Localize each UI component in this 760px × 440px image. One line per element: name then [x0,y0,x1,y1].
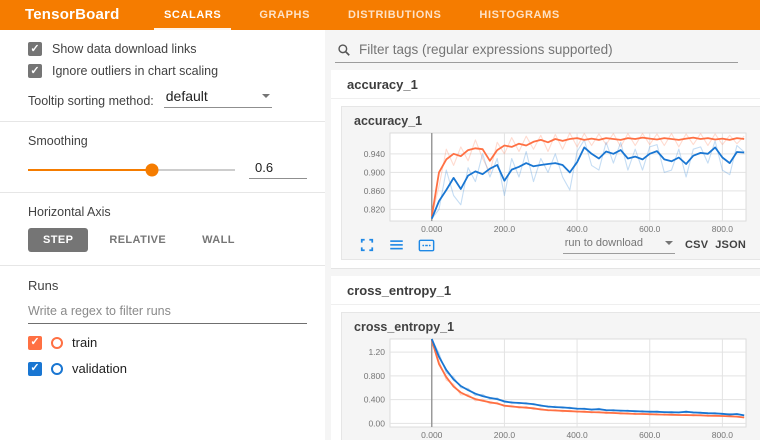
search-icon [338,43,350,56]
svg-text:400.0: 400.0 [566,430,588,440]
svg-text:0.820: 0.820 [364,204,386,214]
runs-label: Runs [28,278,59,293]
slider-fill [28,168,153,171]
svg-text:0.00: 0.00 [368,418,385,428]
expand-chart-icon[interactable] [358,238,375,253]
run-checkbox-icon[interactable]: ✓ [28,361,42,376]
run-checkbox-icon[interactable]: ✓ [28,335,42,350]
divider [0,121,325,122]
svg-text:0.000: 0.000 [421,224,443,234]
run-name: train [72,335,98,350]
runs-filter-input[interactable] [28,301,307,324]
chevron-down-icon [261,94,270,98]
main-tabs: SCALARS GRAPHS DISTRIBUTIONS HISTOGRAMS [153,0,564,30]
scalar-chart-cross-entropy[interactable]: 0.00 0.400 0.800 1.20 0.000 200.0 400.0 600.0 80… [352,336,752,440]
checkbox-label: Ignore outliers in chart scaling [52,64,219,78]
chevron-down-icon [665,241,674,245]
svg-text:1.20: 1.20 [368,347,385,357]
svg-text:200.0: 200.0 [494,430,516,440]
chart-card-cross-entropy: cross_entropy_1 0.00 0.400 0.800 1.20 0.000 2… [341,312,760,440]
chart-footer: run to download CSV JSON [352,236,756,254]
svg-text:0.940: 0.940 [364,149,386,159]
svg-text:800.0: 800.0 [712,224,734,234]
svg-text:400.0: 400.0 [566,224,588,234]
run-row-validation[interactable]: ✓ validation [28,361,307,376]
scalar-chart-accuracy[interactable]: 0.820 0.860 0.900 0.940 0.000 200.0 400.0 600.0… [352,130,752,234]
section-header-accuracy[interactable]: accuracy_1 [331,70,760,99]
svg-text:0.400: 0.400 [364,395,386,405]
tab-graphs[interactable]: GRAPHS [259,9,311,21]
section-pane-accuracy: accuracy_1 accuracy_1 0.820 0.860 0.900 0.9… [331,70,760,269]
axis-step-button[interactable]: STEP [28,228,89,252]
svg-text:800.0: 800.0 [712,430,734,440]
checkbox-checked-icon[interactable]: ✓ [28,42,42,56]
smoothing-slider[interactable] [28,163,235,176]
smoothing-label: Smoothing [28,134,88,148]
svg-text:0.900: 0.900 [364,167,386,177]
slider-knob[interactable] [145,163,159,176]
svg-text:600.0: 600.0 [639,430,661,440]
tab-histograms[interactable]: HISTOGRAMS [479,9,560,21]
chart-title: cross_entropy_1 [354,320,455,334]
tag-filter-row [335,40,738,63]
ignore-outliers-checkbox[interactable]: ✓ Ignore outliers in chart scaling [28,64,307,78]
checkbox-checked-icon[interactable]: ✓ [28,64,42,78]
run-isolator-icon[interactable] [51,336,63,349]
csv-download-link[interactable]: CSV [685,239,709,251]
svg-text:0.000: 0.000 [421,430,443,440]
svg-text:600.0: 600.0 [639,224,661,234]
fit-domain-icon[interactable] [418,238,435,253]
log-scale-toggle-icon[interactable] [388,238,405,253]
tooltip-sorting-select[interactable]: default [163,88,272,108]
top-bar: TensorBoard SCALARS GRAPHS DISTRIBUTIONS… [0,0,760,30]
section-pane-cross-entropy: cross_entropy_1 cross_entropy_1 0.00 0.40… [331,276,760,440]
axis-relative-button[interactable]: RELATIVE [94,228,181,252]
app-title: TensorBoard [25,6,120,23]
run-to-download-label: run to download [564,237,644,249]
svg-text:0.800: 0.800 [364,371,386,381]
show-download-links-checkbox[interactable]: ✓ Show data download links [28,42,307,56]
tag-filter-input[interactable] [359,42,736,57]
dashboard-main: accuracy_1 accuracy_1 0.820 0.860 0.900 0.9… [325,30,760,440]
tooltip-sorting-value: default [165,88,208,104]
json-download-link[interactable]: JSON [715,239,746,251]
tab-scalars[interactable]: SCALARS [153,0,232,30]
run-isolator-icon[interactable] [51,362,63,375]
chart-card-accuracy: accuracy_1 0.820 0.860 0.900 0.940 0.000 200.… [341,106,760,260]
smoothing-value-input[interactable]: 0.6 [249,160,307,179]
run-to-download-select[interactable]: run to download [562,236,676,254]
settings-sidebar: ✓ Show data download links ✓ Ignore outl… [0,30,325,440]
run-row-train[interactable]: ✓ train [28,335,307,350]
checkbox-label: Show data download links [52,42,197,56]
tooltip-sorting-label: Tooltip sorting method: [28,94,154,108]
divider [0,265,325,266]
axis-wall-button[interactable]: WALL [187,228,250,252]
run-name: validation [72,361,127,376]
horizontal-axis-label: Horizontal Axis [28,205,111,219]
svg-text:0.860: 0.860 [364,186,386,196]
divider [0,192,325,193]
section-header-cross-entropy[interactable]: cross_entropy_1 [331,276,760,305]
chart-title: accuracy_1 [354,114,423,128]
svg-text:200.0: 200.0 [494,224,516,234]
tab-distributions[interactable]: DISTRIBUTIONS [348,9,442,21]
